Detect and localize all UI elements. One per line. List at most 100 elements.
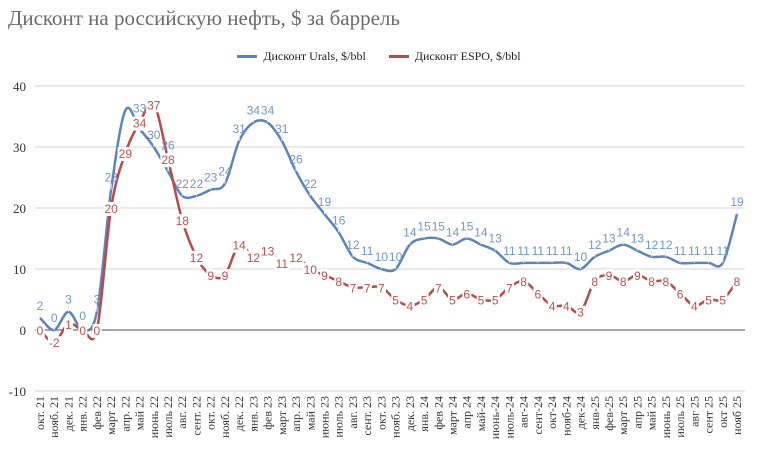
x-tick-label: нояб. 21 xyxy=(47,396,61,438)
label-bg xyxy=(92,324,102,338)
data-label-espo: 12 xyxy=(190,251,204,265)
data-label-espo: 37 xyxy=(147,98,161,112)
label-bg xyxy=(220,269,230,284)
x-tick-label: дек. 22 xyxy=(232,396,246,431)
data-label-urals: 22 xyxy=(304,177,318,191)
data-label-urals: 10 xyxy=(574,250,588,264)
label-bg xyxy=(245,250,262,265)
data-label-urals: 15 xyxy=(432,220,446,234)
legend-label-espo: Дисконт ESPO, $/bbl xyxy=(414,49,521,63)
label-bg xyxy=(561,299,571,314)
data-label-espo: 5 xyxy=(705,294,712,308)
data-label-espo: 8 xyxy=(520,275,527,289)
label-bg xyxy=(78,324,88,338)
data-label-urals: 31 xyxy=(232,122,246,136)
data-label-espo: 18 xyxy=(176,214,190,228)
data-label-urals: 34 xyxy=(261,104,275,118)
data-label-urals: 0 xyxy=(51,311,58,325)
leader-lines xyxy=(39,114,738,330)
x-tick-label: апр 25 xyxy=(630,396,644,429)
data-label-espo: 3 xyxy=(577,306,584,320)
label-bg xyxy=(547,299,557,314)
data-label-espo: 0 xyxy=(79,324,86,338)
data-label-espo: 8 xyxy=(734,275,741,289)
data-label-urals: 10 xyxy=(375,250,389,264)
y-tick-label: -10 xyxy=(9,384,26,399)
data-label-espo: 5 xyxy=(492,294,499,308)
data-label-urals: 22 xyxy=(176,177,190,191)
chart-title: Дисконт на российскую нефть, $ за баррел… xyxy=(8,6,400,30)
label-bg xyxy=(391,293,401,308)
x-tick-label: июнь 25 xyxy=(659,396,673,438)
label-bg xyxy=(675,287,685,302)
label-bg xyxy=(633,269,643,284)
label-bg xyxy=(174,214,191,229)
legend-item-urals[interactable]: Дисконт Urals, $/bbl xyxy=(237,49,366,64)
x-tick-label: март 24 xyxy=(446,396,460,435)
label-bg xyxy=(259,244,276,259)
data-label-urals: 11 xyxy=(546,244,559,258)
data-label-urals: 23 xyxy=(104,171,118,185)
data-label-espo: 11 xyxy=(276,257,289,271)
label-bg xyxy=(131,116,148,131)
data-label-urals: 23 xyxy=(204,171,218,185)
x-tick-label: нояб-24 xyxy=(559,396,573,436)
label-bg xyxy=(302,263,319,277)
x-tick-label: сент. 22 xyxy=(189,396,203,436)
data-label-urals: 14 xyxy=(403,226,417,240)
x-tick-label: апр. 23 xyxy=(289,396,303,432)
y-tick-label: 0 xyxy=(20,323,27,338)
data-label-espo: 7 xyxy=(506,281,513,295)
data-label-urals: 30 xyxy=(147,128,161,142)
legend-item-espo[interactable]: Дисконт ESPO, $/bbl xyxy=(388,49,521,64)
data-label-urals: 22 xyxy=(190,177,204,191)
data-label-urals: 12 xyxy=(645,238,659,252)
label-bg xyxy=(661,275,671,290)
label-bg xyxy=(348,281,358,296)
x-tick-label: дек-24 xyxy=(574,396,588,429)
data-label-espo: 5 xyxy=(719,294,726,308)
data-label-urals: 12 xyxy=(659,238,673,252)
data-label-espo: 29 xyxy=(119,147,133,161)
data-label-espo: 9 xyxy=(606,269,613,283)
data-label-espo: -2 xyxy=(49,336,60,350)
data-label-espo: 12 xyxy=(289,251,303,265)
x-tick-label: окт. 21 xyxy=(33,396,47,430)
x-tick-label: дек. 21 xyxy=(61,396,75,431)
x-tick-label: авг-24 xyxy=(517,396,531,428)
x-tick-label: июль 23 xyxy=(332,396,346,438)
x-tick-label: март 25 xyxy=(616,396,630,435)
data-label-urals: 12 xyxy=(588,238,602,252)
label-bg xyxy=(476,293,486,308)
x-tick-label: сент. 23 xyxy=(360,396,374,436)
label-bg xyxy=(433,281,443,296)
label-bg xyxy=(64,317,74,332)
data-label-urals: 11 xyxy=(517,244,530,258)
label-bg xyxy=(288,250,305,265)
data-label-espo: 8 xyxy=(591,275,598,289)
data-label-espo: 6 xyxy=(535,287,542,301)
data-label-espo: 0 xyxy=(94,324,101,338)
legend-swatch-urals xyxy=(237,55,258,58)
y-tick-label: 10 xyxy=(13,262,26,277)
data-label-espo: 20 xyxy=(104,202,118,216)
series-line-espo xyxy=(39,101,739,344)
x-tick-label: март 23 xyxy=(275,396,289,435)
data-label-espo: 7 xyxy=(364,281,371,295)
label-bg xyxy=(274,256,290,271)
data-label-urals: 14 xyxy=(617,226,631,240)
label-bg xyxy=(160,153,177,168)
data-label-espo: 9 xyxy=(207,269,214,283)
label-bg xyxy=(490,293,500,308)
x-tick-label: окт 25 xyxy=(716,396,730,428)
data-label-urals: 11 xyxy=(503,244,516,258)
data-label-espo: 6 xyxy=(677,287,684,301)
data-label-espo: 8 xyxy=(648,275,655,289)
legend: Дисконт Urals, $/bbl Дисконт ESPO, $/bbl xyxy=(0,47,758,64)
data-label-urals: 11 xyxy=(532,244,545,258)
label-bg xyxy=(405,299,415,314)
data-label-urals: 31 xyxy=(275,122,289,136)
data-label-urals: 11 xyxy=(361,244,374,258)
